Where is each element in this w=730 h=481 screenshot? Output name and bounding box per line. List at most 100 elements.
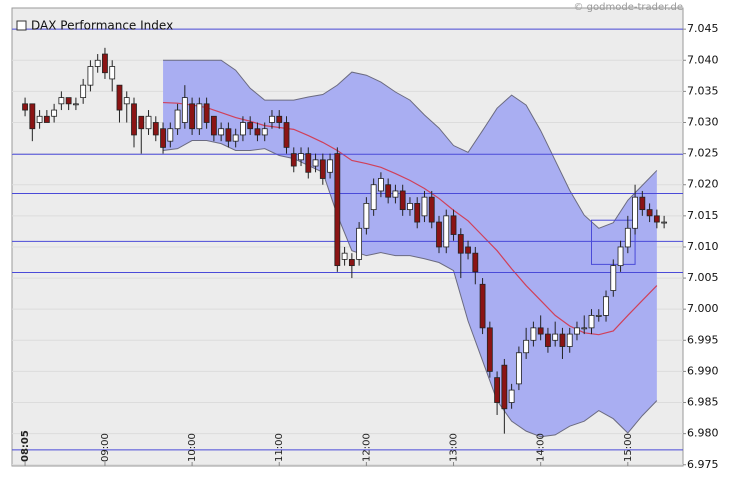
candle-body: [210, 115, 217, 136]
x-tick-label: 08:05: [20, 430, 31, 462]
candle-body: [225, 128, 232, 142]
candle-body: [319, 159, 326, 179]
candle-body: [537, 327, 544, 335]
candle-body: [653, 215, 660, 223]
candle-body: [261, 128, 268, 136]
x-tick-label: 15:00: [623, 433, 634, 462]
candle-body: [65, 97, 72, 105]
x-tick-label: 14:00: [536, 433, 547, 462]
candle-body: [457, 234, 464, 254]
candle-body: [450, 215, 457, 235]
band-lower: [162, 140, 658, 438]
candle-body: [356, 227, 363, 260]
candle-body: [661, 221, 668, 224]
candle-body: [189, 103, 195, 130]
candle-body: [428, 196, 435, 223]
candle-body: [574, 327, 580, 335]
candle-body: [312, 159, 319, 167]
candle-body: [298, 153, 304, 161]
candle-body: [283, 122, 290, 148]
candle-body: [218, 128, 225, 136]
candle-body: [160, 128, 166, 148]
x-tick-label: 13:00: [449, 433, 460, 462]
candle-body: [123, 97, 130, 105]
candle-body: [152, 122, 159, 136]
y-tick-label: 7.025: [687, 147, 719, 160]
candle-body: [73, 103, 79, 106]
candle-body: [348, 259, 355, 267]
title-icon: [16, 20, 27, 31]
y-tick-label: 7.015: [687, 209, 719, 222]
y-tick-label: 7.040: [687, 53, 719, 66]
candle-body: [58, 97, 65, 105]
candle-body: [494, 377, 500, 403]
candle-body: [29, 103, 36, 130]
candle-body: [94, 59, 101, 67]
candle-body: [552, 333, 559, 341]
y-tick-label: 6.980: [687, 427, 719, 440]
candle-body: [145, 115, 152, 130]
x-tick-label: 11:00: [274, 433, 285, 462]
candle-body: [392, 190, 399, 198]
band-upper: [163, 59, 658, 229]
candle-body: [269, 115, 275, 123]
candle-body: [370, 184, 377, 211]
candle-body: [472, 252, 479, 273]
candle-body: [399, 190, 406, 211]
candles: [22, 47, 668, 434]
candle-body: [639, 196, 646, 211]
y-tick-label: 6.995: [687, 333, 719, 346]
y-tick-label: 7.045: [687, 22, 719, 35]
candle-body: [240, 122, 246, 136]
candle-body: [610, 265, 617, 291]
candle-body: [421, 196, 428, 217]
candle-body: [305, 153, 312, 173]
candle-body: [501, 364, 508, 410]
candle-body: [414, 202, 421, 223]
y-tick-label: 6.990: [687, 364, 719, 377]
chart-title: DAX Performance Index: [31, 19, 173, 33]
candle-body: [174, 109, 181, 130]
candle-body: [508, 389, 515, 403]
candle-body: [523, 339, 530, 354]
candle-body: [43, 115, 50, 123]
candle-body: [341, 252, 348, 260]
candle-body: [617, 246, 624, 267]
x-tick-label: 12:00: [361, 433, 372, 462]
y-tick-label: 7.000: [687, 302, 719, 315]
labels: 6.975 6.980 6.985 6.990 6.995 7.000 7.005 7.010…: [20, 22, 718, 471]
candle-body: [196, 103, 203, 130]
candle-body: [465, 246, 471, 254]
candle-body: [559, 333, 566, 347]
candle-body: [22, 103, 28, 111]
candle-body: [443, 215, 450, 248]
candle-body: [131, 103, 137, 136]
candle-body: [80, 84, 87, 99]
y-tick-label: 6.975: [687, 458, 719, 471]
candle-body: [407, 202, 413, 211]
candle-body: [515, 352, 522, 385]
candle-body: [276, 115, 283, 123]
candle-body: [588, 315, 595, 329]
candle-body: [624, 227, 631, 248]
candle-body: [232, 134, 239, 142]
y-tick-label: 7.005: [687, 271, 719, 284]
y-tick-label: 7.020: [687, 178, 719, 191]
candle-body: [334, 153, 341, 267]
x-tick-label: 09:00: [100, 433, 111, 462]
candle-body: [102, 53, 108, 74]
candle-body: [247, 122, 254, 130]
candle-body: [530, 327, 537, 341]
candle-body: [87, 66, 94, 86]
candle-body: [167, 128, 174, 142]
candle-body: [595, 315, 602, 317]
candle-body: [646, 209, 653, 217]
candle-body: [378, 178, 384, 192]
candle-body: [566, 333, 573, 347]
candle-body: [632, 196, 638, 229]
source: © godmode-trader.de: [574, 2, 684, 13]
x-tick-label: 10:00: [187, 433, 198, 462]
candle-body: [581, 327, 588, 330]
